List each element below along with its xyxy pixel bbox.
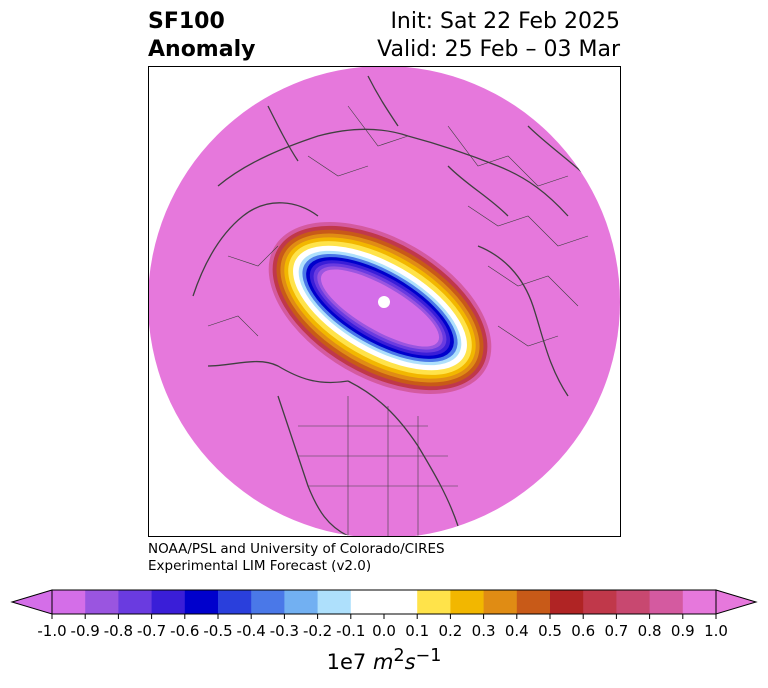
- colorbar-tick-label: 0.7: [604, 622, 628, 640]
- variable-name: SF100: [148, 9, 225, 34]
- units-var-s: s: [404, 650, 416, 674]
- pole-marker: [378, 296, 390, 308]
- colorbar-tick-label: 0.9: [671, 622, 695, 640]
- colorbar-tick-label: 0.5: [538, 622, 562, 640]
- colorbar-swatch: [682, 590, 717, 614]
- colorbar-swatch: [583, 590, 617, 614]
- credit-line-1: NOAA/PSL and University of Colorado/CIRE…: [148, 541, 445, 557]
- colorbar-swatch: [151, 590, 186, 614]
- colorbar-swatch: [184, 590, 219, 614]
- colorbar-swatch: [483, 590, 518, 614]
- credits: NOAA/PSL and University of Colorado/CIRE…: [148, 541, 445, 575]
- colorbar-swatch: [350, 590, 385, 614]
- colorbar-swatch: [450, 590, 485, 614]
- colorbar-tick-label: -0.3: [270, 622, 299, 640]
- colorbar-tick-label: 0.4: [505, 622, 529, 640]
- colorbar-swatch: [550, 590, 584, 614]
- colorbar-tick-label: -1.0: [37, 622, 66, 640]
- colorbar-tick-label: -0.2: [303, 622, 332, 640]
- title-right: Init: Sat 22 Feb 2025 Valid: 25 Feb – 03…: [377, 8, 620, 64]
- colorbar-swatch: [52, 590, 86, 614]
- units-prefix: 1e7: [326, 650, 367, 674]
- credit-line-2: Experimental LIM Forecast (v2.0): [148, 558, 372, 574]
- vortex-anomaly: [268, 222, 492, 394]
- colorbar-tick-label: 0.0: [372, 622, 396, 640]
- colorbar: -1.0 -0.9 -0.8 -0.7 -0.6 -0.5 -0.4 -0.3 -0.2 -0.1…: [10, 589, 758, 640]
- colorbar-tick-label: -0.4: [237, 622, 266, 640]
- colorbar-tick-label: 0.6: [571, 622, 595, 640]
- units-var-m: m: [372, 650, 394, 674]
- field-name: Anomaly: [148, 37, 256, 62]
- colorbar-tick-label: 0.1: [405, 622, 429, 640]
- valid-range: Valid: 25 Feb – 03 Mar: [377, 37, 620, 62]
- ring-m1p0: [320, 269, 440, 347]
- borders: [207, 105, 589, 536]
- colorbar-extend-high: [715, 589, 758, 615]
- init-date: Init: Sat 22 Feb 2025: [390, 9, 620, 34]
- map-border: [148, 66, 621, 537]
- colorbar-swatch: [251, 590, 285, 614]
- colorbar-tick-label: -0.6: [170, 622, 199, 640]
- colorbar-tick-label: 0.2: [438, 622, 462, 640]
- colorbar-extend-low: [10, 589, 53, 615]
- colorbar-swatch: [317, 590, 352, 614]
- colorbar-swatch: [649, 590, 684, 614]
- colorbar-swatch: [516, 590, 551, 614]
- colorbar-swatch: [384, 590, 418, 614]
- colorbar-swatch: [85, 590, 119, 614]
- colorbar-tick-label: -0.9: [71, 622, 100, 640]
- colorbar-tick-label: 0.3: [472, 622, 496, 640]
- polar-map: [148, 66, 621, 537]
- colorbar-swatch: [218, 590, 252, 614]
- colorbar-swatch: [284, 590, 319, 614]
- units-exp-2: −1: [415, 646, 442, 666]
- title-left: SF100 Anomaly: [148, 8, 255, 64]
- units-exp-1: 2: [393, 646, 405, 666]
- colorbar-tick-label: -0.7: [137, 622, 166, 640]
- colorbar-units: 1e7 m2s−1: [0, 646, 768, 674]
- colorbar-tick-label: -0.8: [104, 622, 133, 640]
- colorbar-tick-label: 1.0: [704, 622, 728, 640]
- colorbar-swatch: [118, 590, 153, 614]
- colorbar-swatch: [616, 590, 651, 614]
- colorbar-tick-label: 0.8: [638, 622, 662, 640]
- colorbar-swatch: [417, 590, 451, 614]
- colorbar-tick-label: -0.5: [203, 622, 232, 640]
- colorbar-tick-label: -0.1: [336, 622, 365, 640]
